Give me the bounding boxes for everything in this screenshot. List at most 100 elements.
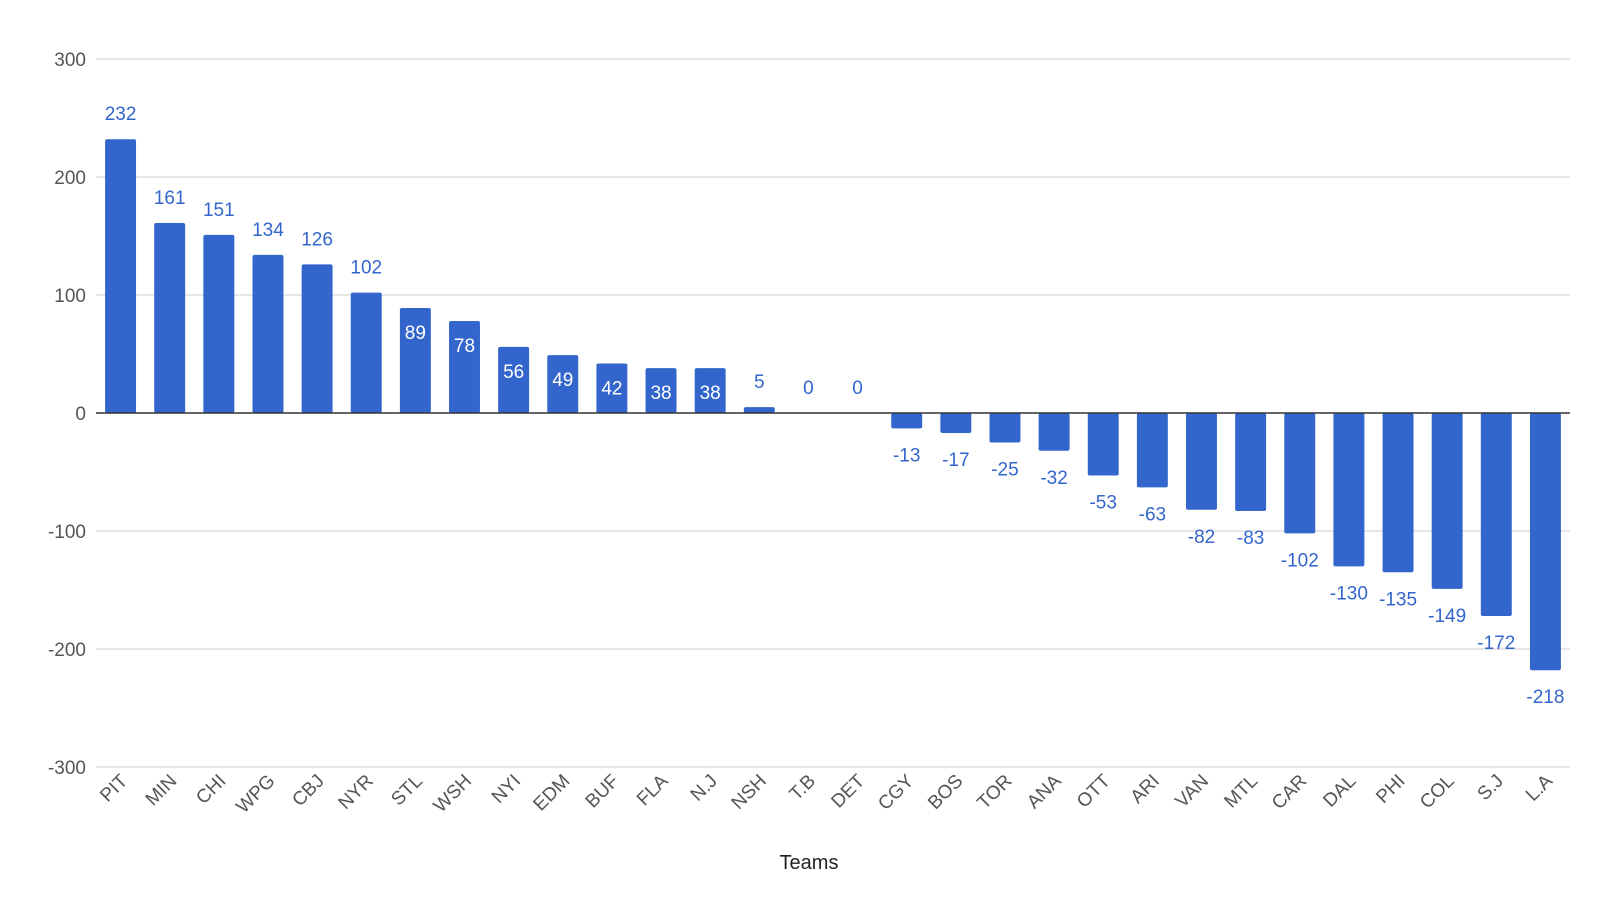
y-tick-label: -300 — [48, 758, 86, 779]
x-tick-label: STL — [387, 771, 426, 810]
data-label: -17 — [942, 450, 969, 471]
bar-BUF — [596, 363, 628, 413]
x-tick-label: PHI — [1372, 771, 1409, 808]
data-label: -83 — [1237, 528, 1264, 549]
bar-WPG — [252, 254, 284, 413]
bar-CHI — [203, 234, 235, 413]
data-label: -149 — [1428, 606, 1466, 627]
bar-CBJ — [301, 264, 333, 413]
bar-TOR — [989, 413, 1021, 443]
x-tick-label: FLA — [633, 770, 673, 810]
x-tick-label: L.A — [1522, 770, 1557, 805]
x-tick-label: DET — [827, 770, 869, 812]
data-label: -53 — [1089, 493, 1116, 514]
bar-ARI — [1136, 413, 1168, 488]
data-label: -13 — [893, 445, 920, 466]
data-label: 78 — [454, 336, 475, 357]
gridlines — [96, 58, 1570, 768]
data-label: -25 — [991, 460, 1018, 481]
bar-NYI — [498, 346, 530, 413]
bar-NYR — [350, 292, 382, 413]
data-label: 5 — [754, 372, 765, 393]
x-tick-label: MTL — [1220, 771, 1262, 813]
data-label: 232 — [105, 104, 137, 125]
x-tick-label: EDM — [530, 771, 575, 816]
bar-NSH — [743, 407, 775, 413]
x-tick-label: S.J — [1474, 771, 1508, 805]
data-label: 49 — [552, 370, 573, 391]
x-tick-label: WSH — [430, 771, 476, 817]
data-label: 134 — [252, 220, 284, 241]
x-tick-label: ARI — [1127, 771, 1164, 808]
x-tick-label: N.J — [687, 771, 722, 806]
data-label: 0 — [803, 378, 814, 399]
data-label: 56 — [503, 362, 524, 383]
data-label: 161 — [154, 188, 186, 209]
bar-EDM — [547, 355, 579, 413]
bar-CAR — [1284, 413, 1316, 534]
y-tick-label: 100 — [54, 286, 86, 307]
bar-CGY — [891, 413, 923, 429]
data-label: -32 — [1040, 468, 1067, 489]
y-tick-label: 0 — [75, 404, 86, 425]
x-tick-label: BOS — [924, 771, 967, 814]
data-label: 38 — [650, 383, 671, 404]
x-tick-label: COL — [1416, 771, 1458, 813]
y-tick-label: 200 — [54, 168, 86, 189]
data-label: -102 — [1281, 550, 1319, 571]
x-tick-label: BUF — [582, 771, 624, 813]
bar-MIN — [154, 223, 186, 413]
data-label: 0 — [852, 378, 863, 399]
x-tick-label: TOR — [974, 771, 1017, 814]
x-tick-label: CGY — [874, 770, 918, 814]
data-label: 89 — [405, 323, 426, 344]
bar-S.J — [1480, 413, 1512, 616]
bar-WSH — [449, 320, 480, 413]
data-label: -63 — [1139, 504, 1166, 525]
bar-MTL — [1235, 413, 1267, 511]
x-tick-label: WPG — [233, 771, 280, 818]
x-tick-label: ANA — [1023, 770, 1066, 813]
x-tick-label: DAL — [1319, 771, 1360, 812]
data-label: -218 — [1526, 687, 1564, 708]
y-tick-label: -200 — [48, 640, 86, 661]
bar-OTT — [1087, 413, 1119, 476]
bar-VAN — [1186, 413, 1217, 510]
x-tick-label: NSH — [728, 771, 771, 814]
y-tick-label: 300 — [54, 50, 86, 71]
bar-PHI — [1382, 413, 1414, 573]
x-tick-label: NYI — [488, 771, 525, 808]
bar-BOS — [940, 413, 972, 434]
x-tick-label: PIT — [96, 770, 132, 806]
x-tick-label: CBJ — [288, 771, 328, 811]
data-label: 42 — [601, 378, 622, 399]
x-axis-title: Teams — [780, 852, 839, 874]
x-tick-label: CHI — [192, 771, 230, 809]
data-label: -172 — [1477, 633, 1515, 654]
y-axis: 300 200 100 0 -100 -200 -300 — [48, 50, 86, 779]
bar-PIT — [105, 139, 137, 414]
data-label: -130 — [1330, 583, 1368, 604]
bars — [105, 139, 1561, 671]
y-tick-label: -100 — [48, 522, 86, 543]
bar-L.A — [1529, 413, 1561, 671]
bar-N.J — [694, 368, 726, 413]
x-tick-label: CAR — [1268, 771, 1311, 814]
x-tick-label: NYR — [335, 771, 378, 814]
x-tick-label: OTT — [1073, 770, 1115, 812]
data-labels: 232 161 151 134 126 102 89 78 56 49 42 38 38 5 0 0 -13 -1… — [105, 104, 1565, 708]
data-label: -135 — [1379, 589, 1417, 610]
bar-DAL — [1333, 413, 1365, 567]
bar-FLA — [645, 368, 677, 413]
data-label: 38 — [700, 383, 721, 404]
bar-ANA — [1038, 413, 1070, 451]
x-axis: PIT MIN CHI WPG CBJ NYR STL WSH NYI EDM BUF FLA N.J N… — [96, 770, 1557, 817]
bar-COL — [1431, 413, 1463, 589]
data-label: 151 — [203, 200, 235, 221]
data-label: 102 — [350, 258, 382, 279]
x-tick-label: MIN — [142, 771, 181, 810]
data-label: 126 — [301, 229, 333, 250]
data-label: -82 — [1188, 527, 1215, 548]
x-tick-label: VAN — [1172, 771, 1213, 812]
